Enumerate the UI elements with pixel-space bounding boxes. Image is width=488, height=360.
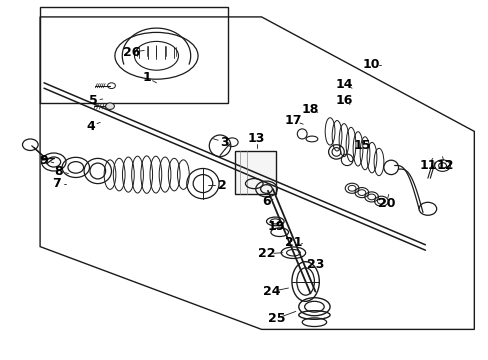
Text: 18: 18 [301, 103, 319, 116]
Text: 14: 14 [335, 78, 353, 91]
Text: 24: 24 [262, 285, 280, 298]
Text: 5: 5 [88, 94, 97, 107]
Text: 3: 3 [220, 136, 229, 149]
Text: 15: 15 [352, 139, 370, 152]
Text: 20: 20 [377, 197, 394, 210]
Text: 4: 4 [86, 120, 95, 132]
Text: 7: 7 [52, 177, 61, 190]
Text: 23: 23 [306, 258, 324, 271]
Text: 26: 26 [123, 46, 141, 59]
Text: 21: 21 [284, 237, 302, 249]
Text: 12: 12 [435, 159, 453, 172]
Text: 17: 17 [284, 114, 302, 127]
Text: 11: 11 [418, 159, 436, 172]
Text: 10: 10 [362, 58, 380, 71]
Text: 1: 1 [142, 71, 151, 84]
Text: 13: 13 [247, 132, 265, 145]
Text: 2: 2 [218, 179, 226, 192]
Bar [234, 151, 276, 194]
Circle shape [105, 103, 114, 109]
Text: 16: 16 [335, 94, 353, 107]
Text: 6: 6 [262, 195, 270, 208]
Text: 22: 22 [257, 247, 275, 260]
Text: 9: 9 [40, 154, 48, 167]
Text: 25: 25 [267, 312, 285, 325]
Text: 8: 8 [54, 165, 63, 177]
Bar [40, 7, 228, 103]
Text: 19: 19 [267, 220, 285, 233]
